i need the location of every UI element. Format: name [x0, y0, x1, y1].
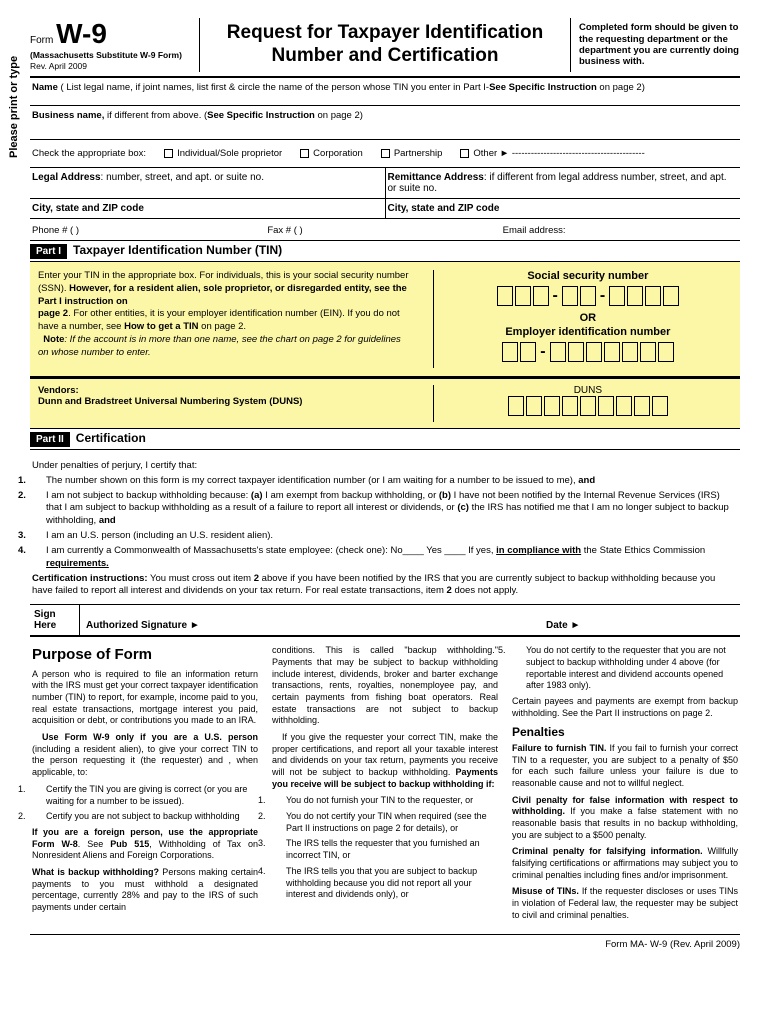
header-note: Completed form should be given to the re… — [579, 22, 740, 68]
business-label: Business name, — [32, 110, 107, 121]
date-field[interactable]: Date ► — [540, 605, 740, 635]
check-label: Check the appropriate box: — [32, 148, 146, 159]
name-hint: ( List legal name, if joint names, list … — [58, 82, 489, 93]
field-remittance-address[interactable]: Remittance Address: if different from le… — [386, 168, 741, 198]
form-code: W-9 — [56, 18, 107, 49]
part1-tag: Part I — [30, 244, 67, 259]
field-business-name[interactable]: Business name, if different from above. … — [30, 106, 740, 140]
signature-row: Sign Here Authorized Signature ► Date ► — [30, 605, 740, 637]
or-label: OR — [444, 312, 732, 324]
field-legal-address[interactable]: Legal Address: number, street, and apt. … — [30, 168, 386, 198]
purpose-section: Purpose of Form A person who is required… — [30, 637, 740, 930]
opt-corporation[interactable]: Corporation — [300, 148, 363, 159]
certification-body: Under penalties of perjury, I certify th… — [30, 450, 740, 605]
form-revision: Rev. April 2009 — [30, 61, 87, 71]
name-label: Name — [32, 82, 58, 93]
ssn-label: Social security number — [444, 270, 732, 282]
ein-input[interactable]: - — [444, 342, 732, 362]
business-hint: if different from above. ( — [107, 110, 207, 121]
business-tail: on page 2) — [315, 110, 363, 121]
ein-label: Employer identification number — [444, 326, 732, 338]
purpose-title: Purpose of Form — [32, 645, 258, 665]
part1-title: Taxpayer Identification Number (TIN) — [67, 243, 282, 257]
form-subtitle: (Massachusetts Substitute W-9 Form) — [30, 50, 182, 60]
part2-tag: Part II — [30, 432, 70, 447]
signature-field[interactable]: Authorized Signature ► — [80, 605, 540, 635]
name-hint-tail: on page 2) — [597, 82, 645, 93]
field-city-right[interactable]: City, state and ZIP code — [386, 199, 741, 218]
form-title: Request for Taxpayer Identification Numb… — [210, 22, 560, 68]
form-header: Form W-9 (Massachusetts Substitute W-9 F… — [30, 18, 740, 78]
opt-other[interactable]: Other ► --------------------------------… — [460, 148, 644, 159]
checkbox-row: Check the appropriate box: Individual/So… — [30, 140, 740, 168]
field-city-left[interactable]: City, state and ZIP code — [30, 199, 386, 218]
penalties-title: Penalties — [512, 725, 738, 741]
field-fax[interactable]: Fax # ( ) — [267, 225, 502, 236]
form-prefix: Form — [30, 35, 53, 46]
tin-block: Enter your TIN in the appropriate box. F… — [30, 262, 740, 377]
vendor-row: Vendors: Dunn and Bradstreet Universal N… — [30, 377, 740, 429]
field-name[interactable]: Name ( List legal name, if joint names, … — [30, 78, 740, 106]
sign-here-label: Sign Here — [30, 605, 80, 635]
name-hint-bold: See Specific Instruction — [489, 82, 597, 93]
field-phone[interactable]: Phone # ( ) — [32, 225, 267, 236]
opt-partnership[interactable]: Partnership — [381, 148, 443, 159]
opt-individual[interactable]: Individual/Sole proprietor — [164, 148, 282, 159]
part2-title: Certification — [70, 431, 146, 445]
print-or-type-label: Please print or type — [8, 56, 20, 158]
ssn-input[interactable]: - - — [444, 286, 732, 306]
duns-input[interactable] — [444, 396, 732, 416]
business-bold: See Specific Instruction — [207, 110, 315, 121]
field-email[interactable]: Email address: — [503, 225, 738, 236]
duns-label: DUNS — [444, 385, 732, 396]
page-footer: Form MA- W-9 (Rev. April 2009) — [30, 934, 740, 950]
